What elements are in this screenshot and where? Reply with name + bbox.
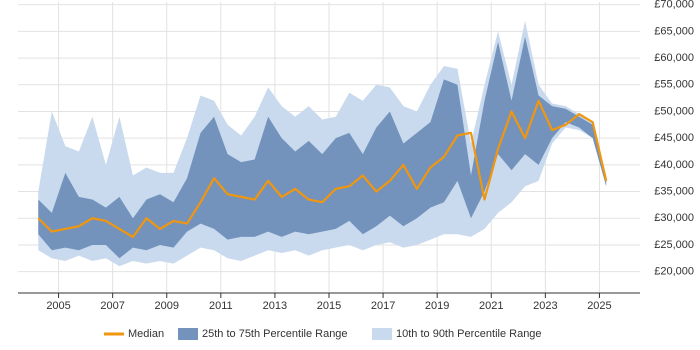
legend-label: 10th to 90th Percentile Range — [396, 328, 542, 340]
x-tick-label: 2021 — [479, 300, 503, 312]
x-tick-label: 2007 — [100, 300, 124, 312]
y-tick-label: £60,000 — [654, 52, 694, 64]
legend-swatch — [178, 328, 198, 340]
x-tick-label: 2011 — [209, 300, 233, 312]
x-tick-label: 2017 — [371, 300, 395, 312]
median-line — [37, 99, 608, 239]
y-tick-label: £20,000 — [654, 266, 694, 278]
y-tick-label: £65,000 — [654, 25, 694, 37]
y-tick-label: £30,000 — [654, 212, 694, 224]
x-tick-label: 2019 — [425, 300, 449, 312]
y-tick-label: £45,000 — [654, 132, 694, 144]
y-tick-label: £25,000 — [654, 239, 694, 251]
bands — [38, 20, 607, 267]
x-tick-label: 2013 — [263, 300, 287, 312]
x-tick-label: 2015 — [317, 300, 341, 312]
x-tick-label: 2009 — [154, 300, 178, 312]
y-tick-label: £70,000 — [654, 0, 694, 11]
legend-swatch — [372, 328, 392, 340]
y-tick-label: £35,000 — [654, 185, 694, 197]
y-tick-label: £40,000 — [654, 159, 694, 171]
x-tick-label: 2005 — [46, 300, 70, 312]
x-tick-label: 2023 — [533, 300, 557, 312]
range-band — [38, 36, 607, 259]
y-tick-label: £50,000 — [654, 105, 694, 117]
legend-label: 25th to 75th Percentile Range — [202, 328, 348, 340]
y-tick-label: £55,000 — [654, 79, 694, 91]
legend-label: Median — [128, 328, 164, 340]
x-tick-label: 2025 — [587, 300, 611, 312]
